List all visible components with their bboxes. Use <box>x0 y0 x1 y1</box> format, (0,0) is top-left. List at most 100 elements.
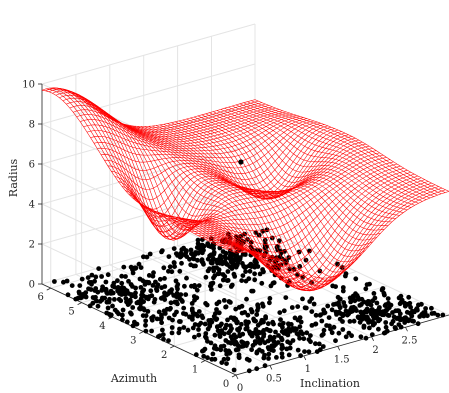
scatter-point <box>172 312 177 318</box>
x-tick-label: 2.5 <box>402 335 418 346</box>
scatter-point <box>214 301 220 307</box>
scatter-point <box>326 315 332 320</box>
scatter-point <box>260 303 266 309</box>
scatter-point <box>203 331 209 336</box>
scatter-point <box>343 273 348 279</box>
scatter-point <box>182 283 187 289</box>
mesh-line <box>76 112 290 145</box>
scatter-point <box>264 326 270 332</box>
scatter-point <box>115 288 120 293</box>
scatter-point <box>246 368 252 374</box>
scatter-point <box>280 345 286 351</box>
scatter-point <box>262 340 268 346</box>
scatter-point <box>191 294 197 299</box>
scatter-point <box>247 268 253 274</box>
scatter-point <box>133 294 138 300</box>
mesh-line <box>93 118 308 159</box>
x-tick-mark <box>269 365 273 370</box>
scatter-point <box>397 301 403 307</box>
scatter-point <box>105 305 111 311</box>
y-tick-mark <box>200 360 206 363</box>
scatter-point <box>146 273 152 278</box>
scatter-point <box>235 347 241 352</box>
scatter-point <box>240 273 246 278</box>
scatter-point <box>321 327 327 333</box>
scatter-point <box>196 327 201 332</box>
scatter-point <box>231 367 237 373</box>
scatter-point <box>226 330 232 336</box>
scatter-point <box>177 319 182 324</box>
surface-mesh <box>41 87 449 292</box>
mesh-line <box>177 159 391 232</box>
scatter-point <box>183 248 189 253</box>
scatter-point <box>435 312 441 318</box>
scatter-point <box>287 329 293 334</box>
scatter-point <box>159 248 165 254</box>
x-tick-mark <box>235 374 239 380</box>
scatter-point <box>169 330 175 336</box>
scatter-point <box>203 274 209 280</box>
scatter-point <box>371 291 377 296</box>
scatter-point <box>274 244 280 250</box>
scatter-point <box>199 313 205 319</box>
outlier-point <box>238 159 244 165</box>
scatter-point <box>221 298 227 303</box>
scatter-point <box>285 332 291 338</box>
scatter-point <box>119 273 125 279</box>
z-tick-label: 2 <box>29 240 35 251</box>
mesh-line <box>173 157 387 225</box>
scatter-point <box>423 306 428 311</box>
scatter-point <box>104 290 110 295</box>
scatter-point <box>233 306 239 312</box>
scatter-point <box>267 300 272 306</box>
scatter-point <box>405 301 411 307</box>
mesh-line <box>76 95 271 256</box>
scatter-point <box>333 284 338 289</box>
scatter-point <box>369 332 375 337</box>
mesh-line <box>41 87 256 127</box>
scatter-point <box>355 314 361 320</box>
scatter-point <box>137 306 142 311</box>
scatter-point <box>317 312 323 318</box>
scatter-point <box>259 280 265 286</box>
mesh-line <box>187 165 401 253</box>
scatter-point <box>190 310 196 316</box>
scatter-point <box>377 317 383 322</box>
scatter-point <box>342 303 348 309</box>
scatter-point <box>242 252 248 257</box>
scatter-point <box>357 319 363 325</box>
scatter-point <box>192 322 198 327</box>
scatter-point <box>210 280 216 286</box>
scatter-point <box>212 356 218 362</box>
mesh-line <box>118 126 332 219</box>
floor-grid-line <box>254 223 449 316</box>
scatter-point <box>396 322 402 327</box>
scatter-point <box>195 250 201 256</box>
scatter-point <box>166 268 171 274</box>
scatter-point <box>184 275 189 281</box>
scatter-point <box>85 275 91 280</box>
scatter-point <box>138 285 144 290</box>
scatter-point <box>371 309 377 315</box>
scatter-point <box>178 292 184 297</box>
scatter-point <box>124 299 129 305</box>
scatter-point <box>198 320 204 326</box>
scatter-point <box>145 309 151 314</box>
x-tick-mark <box>303 355 307 361</box>
mesh-line <box>114 125 328 210</box>
scatter-point <box>211 275 216 281</box>
scatter-point <box>235 327 240 332</box>
scatter-point <box>239 278 245 283</box>
mesh-line <box>204 175 418 284</box>
y-tick-label: 1 <box>192 365 198 376</box>
y-tick-mark <box>170 345 175 349</box>
scatter-point <box>265 321 271 327</box>
scatter-point <box>100 295 105 301</box>
scatter-point <box>152 297 158 302</box>
mesh-line <box>218 182 432 292</box>
scatter-point <box>288 322 294 327</box>
scatter-point <box>311 301 317 307</box>
scatter-point <box>351 318 357 324</box>
scatter-point <box>151 270 156 276</box>
